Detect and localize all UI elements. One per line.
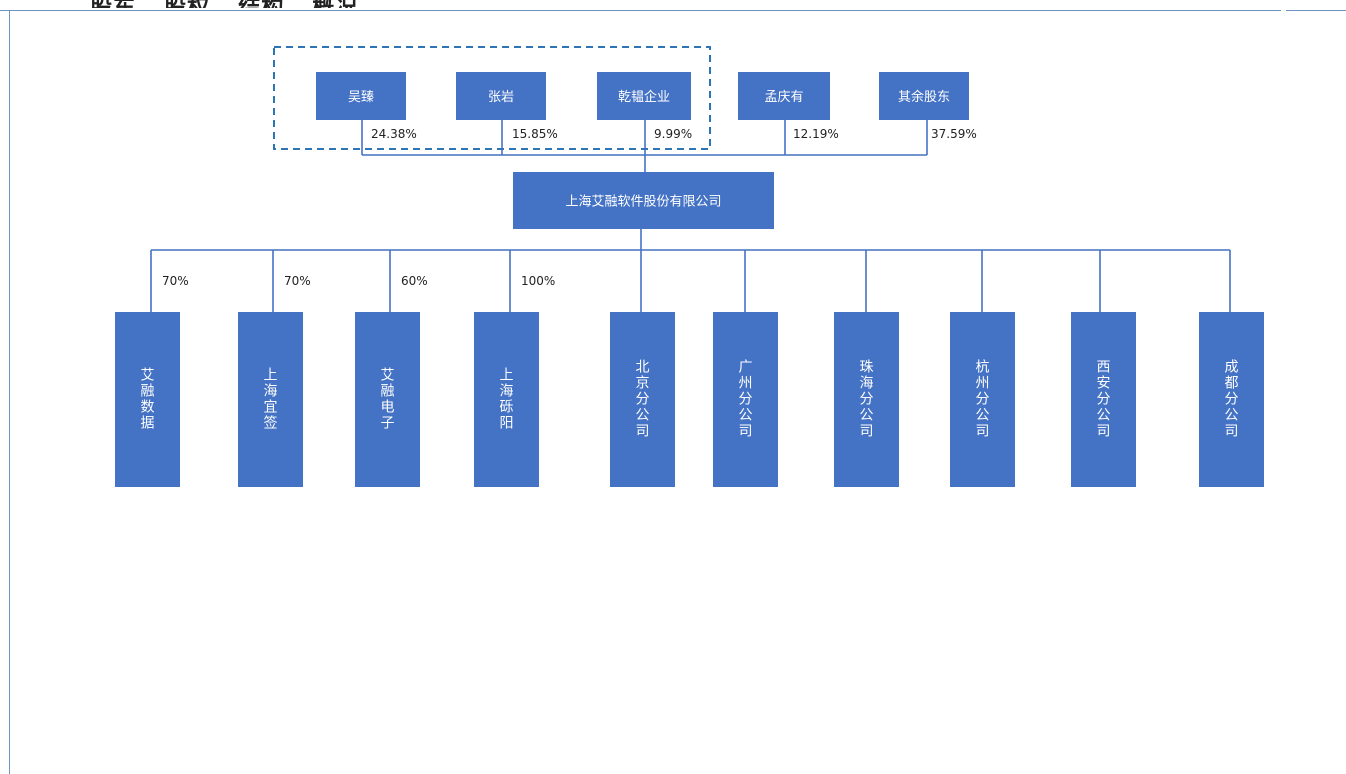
shareholder-box [597, 72, 691, 120]
shareholder-box [456, 72, 546, 120]
shareholder-box [879, 72, 969, 120]
shareholder-share: 12.19% [793, 127, 839, 141]
subsidiary-box [115, 312, 180, 487]
subsidiary-box [1071, 312, 1136, 487]
subsidiary-box [355, 312, 420, 487]
shareholder-name: 其余股东 [898, 89, 950, 105]
shareholder-share: 9.99% [654, 127, 692, 141]
subsidiary-share: 60% [401, 274, 428, 288]
subsidiary-share: 70% [162, 274, 189, 288]
subsidiary-box [474, 312, 539, 487]
subsidiary-name: 艾融数据 [141, 368, 155, 432]
subsidiary-name: 成都分公司 [1225, 360, 1239, 440]
subsidiary-name: 西安分公司 [1097, 360, 1111, 440]
shareholder-box [316, 72, 406, 120]
subsidiary-name: 上海砾阳 [500, 368, 514, 432]
subsidiary-name: 北京分公司 [636, 360, 650, 440]
shareholder-share: 15.85% [512, 127, 558, 141]
company-name: 上海艾融软件股份有限公司 [565, 195, 721, 210]
subsidiary-box [950, 312, 1015, 487]
shareholder-name: 乾韫企业 [618, 89, 670, 105]
subsidiary-name: 珠海分公司 [860, 360, 874, 440]
shareholder-name: 吴臻 [348, 90, 374, 105]
shareholder-box [738, 72, 830, 120]
subsidiary-share: 100% [521, 274, 555, 288]
subsidiary-box [610, 312, 675, 487]
subsidiary-name: 广州分公司 [739, 360, 753, 440]
subsidiary-name: 杭州分公司 [976, 360, 990, 440]
shareholder-name: 孟庆有 [764, 90, 803, 105]
page-top-border [0, 0, 1346, 12]
shareholder-share: 37.59% [931, 127, 977, 141]
page-left-border [9, 10, 10, 774]
subsidiary-name: 艾融电子 [381, 368, 395, 432]
subsidiary-box [713, 312, 778, 487]
company-box [513, 172, 774, 229]
subsidiary-share: 70% [284, 274, 311, 288]
subsidiary-box [834, 312, 899, 487]
subsidiary-box [238, 312, 303, 487]
shareholder-share: 24.38% [371, 127, 417, 141]
subsidiary-box [1199, 312, 1264, 487]
section-heading-cut: ...股东...股权...结构...概况 [62, 0, 358, 8]
subsidiary-name: 上海宜签 [264, 368, 278, 432]
core-holder-group-border [273, 46, 711, 150]
shareholder-name: 张岩 [488, 90, 514, 105]
